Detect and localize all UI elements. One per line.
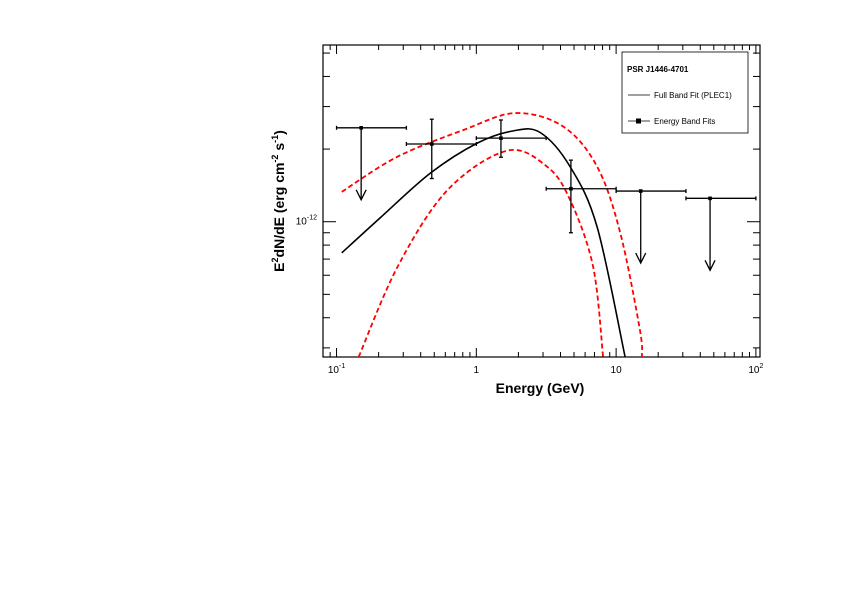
data-point [405,118,477,180]
x-tick-label-base: 10 [611,365,623,376]
data-point [475,119,547,158]
y-tick-label-base: 10 [296,217,308,228]
point-marker [569,186,573,191]
legend: PSR J1446-4701 Full Band Fit (PLEC1) Ene… [621,51,749,134]
point-marker [638,189,643,193]
legend-title: PSR J1446-4701 [627,65,689,74]
legend-entry-points: Energy Band Fits [654,117,715,126]
arrow-down-icon [355,189,367,202]
x-tick-label-base: 10 [748,365,760,376]
upper-limit-point [335,125,408,202]
legend-entry-fit: Full Band Fit (PLEC1) [654,91,732,100]
point-marker [499,136,503,140]
curves [341,112,644,358]
point-marker [359,126,363,130]
x-tick-label: 10 [611,365,623,376]
data-points [335,118,757,272]
y-tick-labels: 10-12 [296,215,317,228]
uncertainty-band-curve [341,112,644,358]
y-tick-label-exp: -12 [307,215,317,222]
x-tick-label: 102 [748,363,763,376]
x-tick-label: 10-1 [328,363,345,376]
x-tick-label-base: 10 [328,365,340,376]
y-axis-label: E2dN/dE (erg cm-2 s-1) [270,130,287,272]
plot-frame [322,44,761,358]
x-tick-label: 1 [474,365,480,376]
legend-box [621,51,749,134]
point-marker [708,196,712,201]
x-tick-label-exp: 2 [760,363,764,370]
x-tick-label-base: 1 [474,365,480,376]
upper-limit-point [615,189,687,265]
uncertainty-band-curve [357,148,604,358]
arrow-down-icon [704,260,716,272]
data-point [545,159,617,234]
x-axis-label: Energy (GeV) [496,380,585,396]
plec1-fit-curve [341,128,626,358]
x-tick-labels: 10-1 1 10 102 [328,363,764,376]
legend-marker-square [636,118,641,124]
y-tick-label: 10-12 [296,215,317,228]
x-tick-label-exp: -1 [339,363,345,370]
point-marker [429,142,434,146]
upper-limit-point [685,196,757,272]
arrow-down-icon [635,252,647,265]
